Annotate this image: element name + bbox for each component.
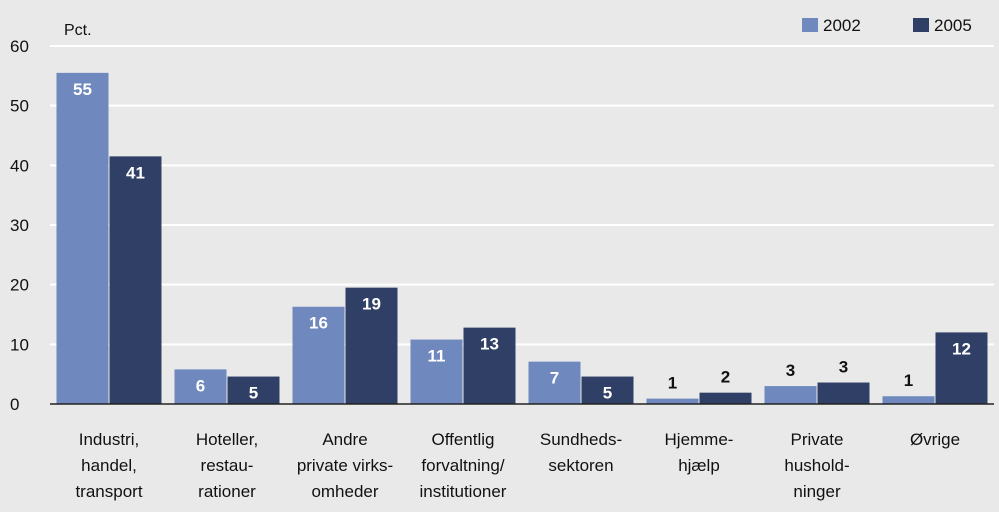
data-label-2002-6: 3	[786, 361, 795, 380]
category-label-6-line-1: hushold-	[784, 456, 849, 475]
category-label-1-line-0: Hoteller,	[196, 430, 258, 449]
y-tick-label-60: 60	[10, 37, 29, 56]
bar-2005-2	[345, 287, 398, 404]
bar-2002-0	[56, 72, 109, 404]
data-label-2002-1: 6	[196, 376, 205, 395]
data-label-2005-7: 12	[952, 339, 971, 358]
y-tick-label-30: 30	[10, 216, 29, 235]
bar-2005-6	[817, 382, 870, 404]
y-tick-label-10: 10	[10, 335, 29, 354]
y-tick-label-40: 40	[10, 156, 29, 175]
category-label-0-line-1: handel,	[81, 456, 137, 475]
bar-2002-4	[528, 361, 581, 404]
bar-2005-1	[227, 376, 280, 404]
data-label-2005-2: 19	[362, 295, 381, 314]
y-tick-label-20: 20	[10, 276, 29, 295]
bar-2005-7	[935, 332, 988, 404]
category-label-4-line-1: sektoren	[548, 456, 613, 475]
bar-2002-7	[882, 396, 935, 404]
data-label-2002-0: 55	[73, 80, 92, 99]
data-label-2005-3: 13	[480, 335, 499, 354]
category-label-5-line-1: hjælp	[678, 456, 720, 475]
y-tick-label-0: 0	[10, 395, 19, 414]
category-label-0-line-0: Industri,	[79, 430, 139, 449]
y-unit-label: Pct.	[64, 22, 92, 39]
category-label-7-line-0: Øvrige	[910, 430, 960, 449]
legend-swatch-2005	[913, 18, 929, 32]
category-label-3-line-2: institutioner	[420, 482, 507, 501]
legend: 2002 2005	[802, 16, 972, 35]
data-label-2005-5: 2	[721, 368, 730, 387]
data-label-2005-4: 5	[603, 384, 612, 403]
category-label-5-line-0: Hjemme-	[665, 430, 734, 449]
bar-2005-3	[463, 327, 516, 404]
category-label-3-line-0: Offentlig	[431, 430, 494, 449]
bar-2005-0	[109, 156, 162, 404]
bar-2002-3	[410, 339, 463, 404]
bars	[56, 72, 988, 404]
bar-2002-6	[764, 386, 817, 404]
category-label-6-line-0: Private	[791, 430, 844, 449]
data-label-2002-7: 1	[904, 371, 913, 390]
data-label-2005-6: 3	[839, 358, 848, 377]
bar-2002-2	[292, 306, 345, 404]
labels: 55 41 Industri, handel, transport 6 5 Hoteller,…	[73, 80, 971, 501]
legend-swatch-2002	[802, 18, 818, 32]
axes: 0 10 20 30 40 50 60 Pct.	[10, 22, 994, 414]
category-label-4-line-0: Sundheds-	[540, 430, 622, 449]
y-tick-label-50: 50	[10, 97, 29, 116]
category-label-0-line-2: transport	[75, 482, 142, 501]
grid-lines	[50, 45, 994, 346]
data-label-2002-4: 7	[550, 369, 559, 388]
category-label-1-line-1: restau-	[201, 456, 254, 475]
category-label-3-line-1: forvaltning/	[421, 456, 504, 475]
category-label-1-line-2: rationer	[198, 482, 256, 501]
legend-label-2002: 2002	[823, 16, 861, 35]
bar-2002-1	[174, 369, 227, 404]
bar-2005-5	[699, 392, 752, 404]
category-label-2-line-2: omheder	[311, 482, 378, 501]
legend-label-2005: 2005	[934, 16, 972, 35]
category-label-2-line-1: private virks-	[297, 456, 393, 475]
bar-2002-5	[646, 398, 699, 404]
data-label-2005-1: 5	[249, 384, 258, 403]
category-label-2-line-0: Andre	[322, 430, 367, 449]
bar-2005-4	[581, 376, 634, 404]
data-label-2005-0: 41	[126, 163, 145, 182]
data-label-2002-3: 11	[428, 347, 446, 366]
data-label-2002-5: 1	[668, 374, 677, 393]
data-label-2002-2: 16	[309, 314, 328, 333]
category-label-6-line-2: ninger	[793, 482, 841, 501]
